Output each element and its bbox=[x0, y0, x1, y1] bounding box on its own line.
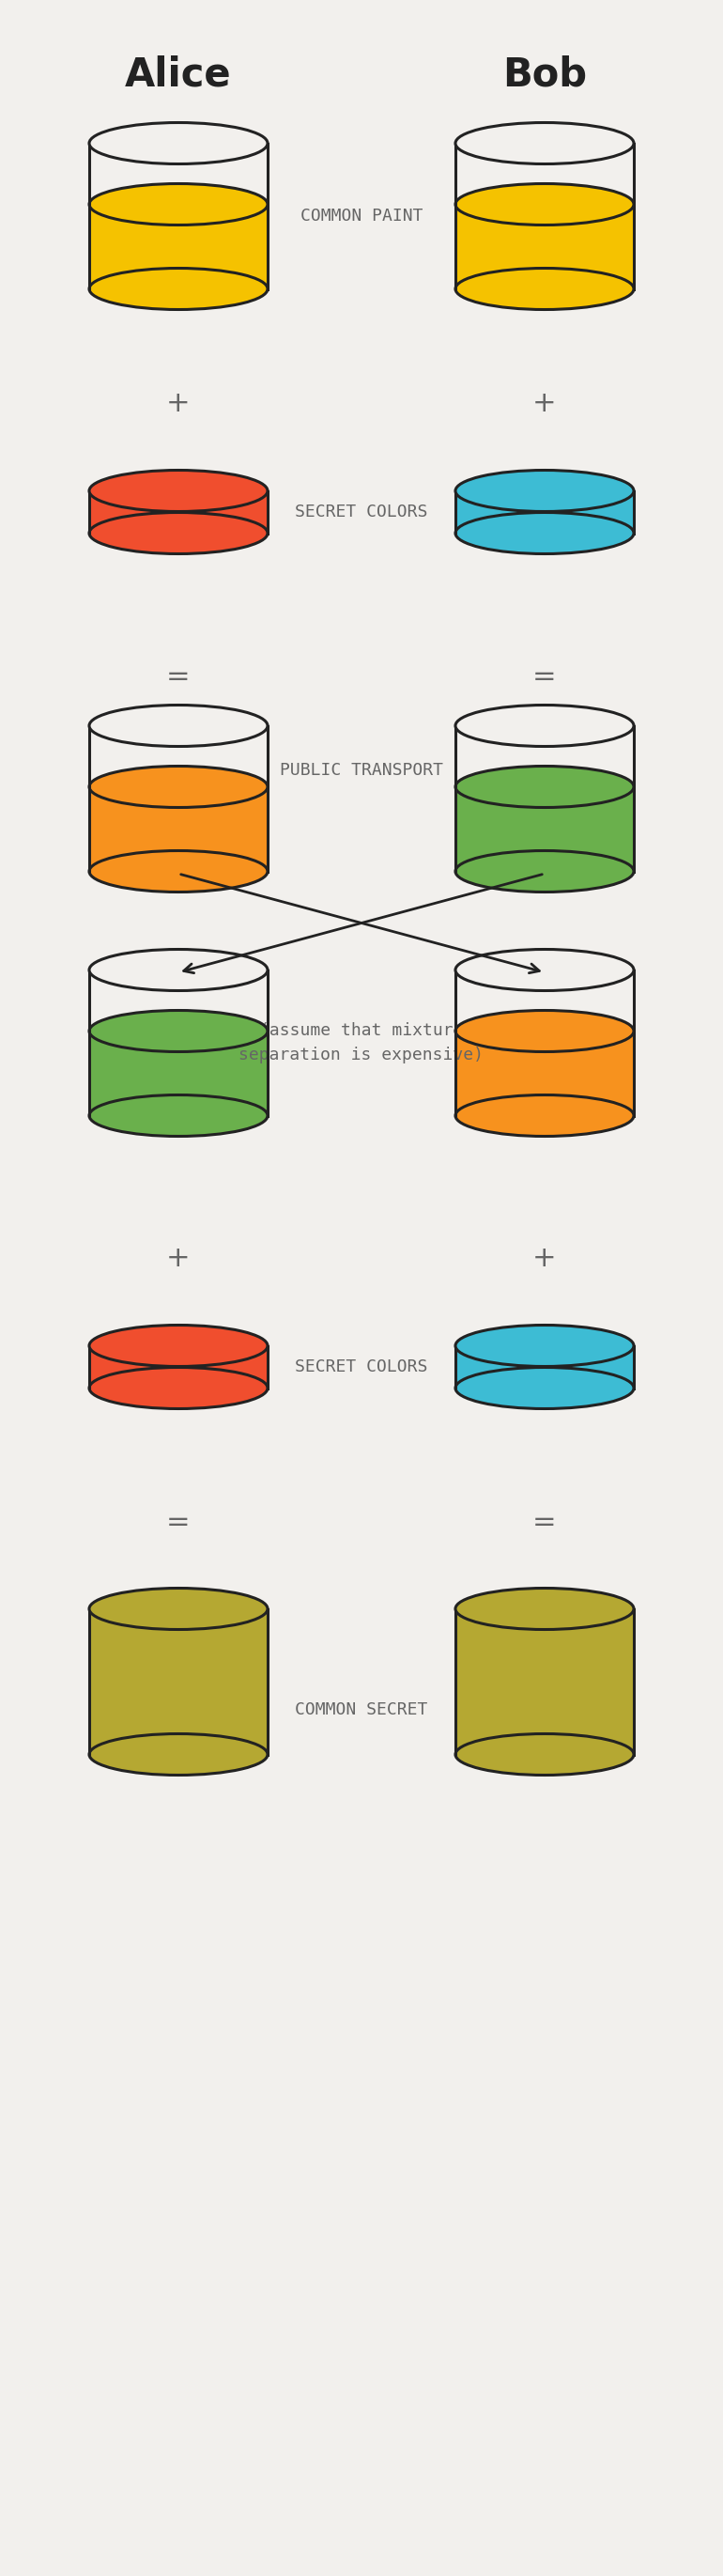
Bar bbox=[89, 1610, 268, 1754]
Text: =: = bbox=[533, 1510, 557, 1535]
Ellipse shape bbox=[455, 850, 634, 891]
Ellipse shape bbox=[89, 1368, 268, 1409]
Text: Alice: Alice bbox=[125, 57, 232, 95]
Text: =: = bbox=[166, 662, 190, 690]
Text: (assume that mixture
separation is expensive): (assume that mixture separation is expen… bbox=[239, 1023, 484, 1064]
Ellipse shape bbox=[89, 706, 268, 747]
Ellipse shape bbox=[89, 124, 268, 165]
Ellipse shape bbox=[89, 1324, 268, 1365]
Bar bbox=[455, 786, 634, 871]
Text: SECRET COLORS: SECRET COLORS bbox=[295, 502, 428, 520]
Ellipse shape bbox=[455, 268, 634, 309]
Ellipse shape bbox=[455, 1734, 634, 1775]
Bar bbox=[89, 204, 268, 289]
Ellipse shape bbox=[89, 471, 268, 513]
Bar bbox=[89, 492, 268, 533]
Ellipse shape bbox=[455, 1324, 634, 1365]
Bar bbox=[455, 492, 634, 533]
Text: COMMON SECRET: COMMON SECRET bbox=[295, 1700, 428, 1718]
Text: +: + bbox=[533, 392, 557, 417]
Bar bbox=[455, 1030, 634, 1115]
Bar bbox=[455, 1345, 634, 1388]
Ellipse shape bbox=[89, 1010, 268, 1051]
Ellipse shape bbox=[455, 706, 634, 747]
Ellipse shape bbox=[455, 183, 634, 224]
Ellipse shape bbox=[89, 183, 268, 224]
Text: COMMON PAINT: COMMON PAINT bbox=[300, 209, 423, 224]
Text: +: + bbox=[166, 1244, 190, 1273]
Ellipse shape bbox=[89, 951, 268, 992]
Ellipse shape bbox=[455, 1368, 634, 1409]
Bar bbox=[89, 786, 268, 871]
Ellipse shape bbox=[455, 124, 634, 165]
Ellipse shape bbox=[89, 1095, 268, 1136]
Ellipse shape bbox=[455, 1589, 634, 1631]
Ellipse shape bbox=[89, 765, 268, 806]
Ellipse shape bbox=[455, 1010, 634, 1051]
Text: =: = bbox=[533, 662, 557, 690]
Ellipse shape bbox=[455, 471, 634, 513]
Text: PUBLIC TRANSPORT: PUBLIC TRANSPORT bbox=[280, 762, 443, 778]
Text: Bob: Bob bbox=[502, 57, 587, 95]
Ellipse shape bbox=[89, 850, 268, 891]
Text: =: = bbox=[166, 1510, 190, 1535]
Bar bbox=[89, 1345, 268, 1388]
Ellipse shape bbox=[89, 1589, 268, 1631]
Bar bbox=[455, 1610, 634, 1754]
Bar bbox=[89, 1030, 268, 1115]
Ellipse shape bbox=[455, 765, 634, 806]
Text: +: + bbox=[533, 1244, 557, 1273]
Text: SECRET COLORS: SECRET COLORS bbox=[295, 1358, 428, 1376]
Ellipse shape bbox=[455, 951, 634, 992]
Ellipse shape bbox=[455, 1095, 634, 1136]
Ellipse shape bbox=[89, 1734, 268, 1775]
Ellipse shape bbox=[89, 513, 268, 554]
Bar bbox=[455, 204, 634, 289]
Text: +: + bbox=[166, 392, 190, 417]
Ellipse shape bbox=[455, 513, 634, 554]
Ellipse shape bbox=[89, 268, 268, 309]
